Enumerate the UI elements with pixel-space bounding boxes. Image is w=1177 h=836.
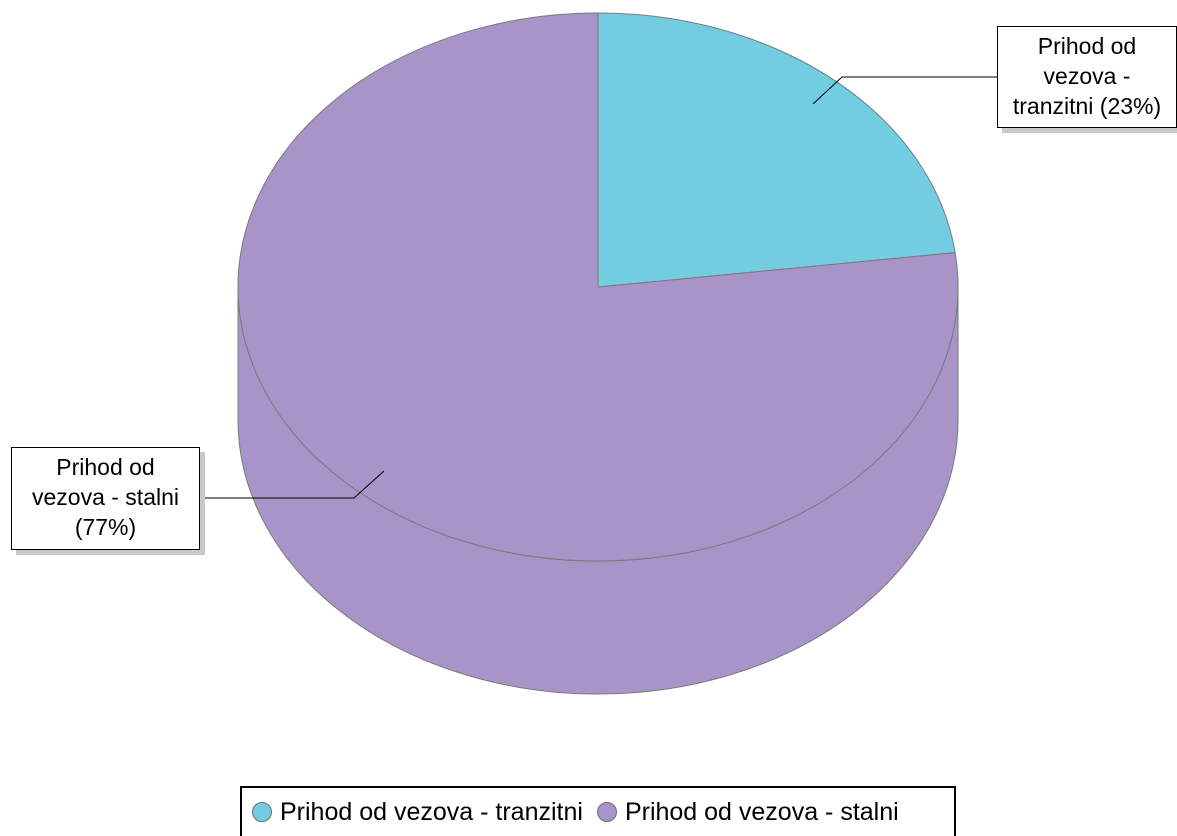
pie-group bbox=[237, 12, 959, 695]
leader-lines bbox=[200, 76, 997, 499]
data-label-tranzitni-line-1: Prihod od bbox=[1037, 33, 1137, 59]
data-label-tranzitni-line-2: vezova - bbox=[1043, 63, 1131, 89]
legend-item-stalni: Prihod od vezova - stalni bbox=[596, 797, 899, 827]
legend-swatch-tranzitni bbox=[252, 802, 272, 822]
legend-label-stalni: Prihod od vezova - stalni bbox=[624, 797, 899, 826]
chart-legend: Prihod od vezova - tranzitni Prihod od v… bbox=[240, 786, 956, 836]
data-label-stalni-line-1: Prihod od bbox=[56, 454, 155, 480]
data-label-tranzitni-line-3: tranzitni (23%) bbox=[1012, 93, 1162, 119]
pie-slice-tranzitni bbox=[597, 12, 956, 288]
data-label-stalni-line-2: vezova - stalni bbox=[31, 484, 179, 510]
legend-item-tranzitni: Prihod od vezova - tranzitni bbox=[252, 798, 583, 827]
data-label-stalni-line-3: (77%) bbox=[74, 514, 137, 540]
legend-label-tranzitni: Prihod od vezova - tranzitni bbox=[280, 797, 583, 826]
data-label-stalni: Prihod od vezova - stalni (77%) bbox=[11, 447, 200, 550]
legend-swatch-stalni bbox=[596, 802, 617, 822]
data-label-tranzitni: Prihod od vezova - tranzitni (23%) bbox=[997, 26, 1177, 128]
leader-line-stalni bbox=[200, 470, 385, 499]
leader-line-tranzitni bbox=[812, 76, 997, 105]
